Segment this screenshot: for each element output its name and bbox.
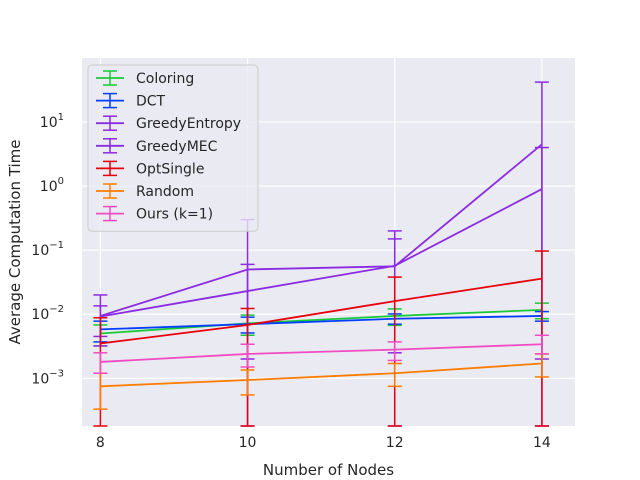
- series-line: [100, 143, 543, 317]
- legend-item: Random: [96, 183, 194, 200]
- legend-label: Ours (k=1): [136, 207, 213, 223]
- y-tick-label: 101: [40, 112, 64, 131]
- legend-item: GreedyEntropy: [96, 115, 241, 132]
- x-tick-label: 10: [239, 435, 257, 451]
- series-ours-k-1: [93, 334, 549, 374]
- series-line: [100, 315, 542, 331]
- y-tick-label: 10−1: [31, 240, 64, 259]
- x-tick-label: 8: [96, 435, 105, 451]
- legend-item: OptSingle: [96, 160, 204, 177]
- legend-item: Coloring: [96, 70, 194, 87]
- legend-label: DCT: [136, 94, 166, 110]
- series-line: [100, 362, 542, 388]
- legend-item: DCT: [96, 92, 166, 110]
- legend-label: GreedyMEC: [136, 139, 218, 155]
- legend-label: GreedyEntropy: [136, 116, 241, 132]
- legend-label: Coloring: [136, 71, 194, 87]
- series-line: [100, 188, 543, 318]
- series-line: [100, 343, 542, 363]
- x-tick-label: 12: [386, 435, 404, 451]
- tick-labels: 8 10 12 14 10−3 10−2 10−1 100 101: [31, 112, 550, 451]
- y-tick-label: 10−3: [31, 368, 64, 387]
- legend: Coloring DCT GreedyEntropy GreedyMEC OptSing…: [87, 64, 259, 232]
- legend-label: OptSingle: [136, 161, 204, 177]
- legend-box: [87, 64, 259, 232]
- series-line: [100, 277, 543, 345]
- series-layer: [93, 81, 549, 427]
- series-line: [100, 308, 542, 335]
- legend-item: GreedyMEC: [96, 138, 218, 155]
- y-axis-title: Average Computation Time: [6, 140, 24, 345]
- y-tick-label: 10−2: [31, 304, 64, 323]
- x-axis-title: Number of Nodes: [263, 461, 394, 479]
- legend-label: Random: [136, 184, 194, 200]
- legend-item: Ours (k=1): [96, 205, 213, 223]
- x-tick-label: 14: [533, 435, 551, 451]
- y-tick-label: 100: [40, 176, 64, 195]
